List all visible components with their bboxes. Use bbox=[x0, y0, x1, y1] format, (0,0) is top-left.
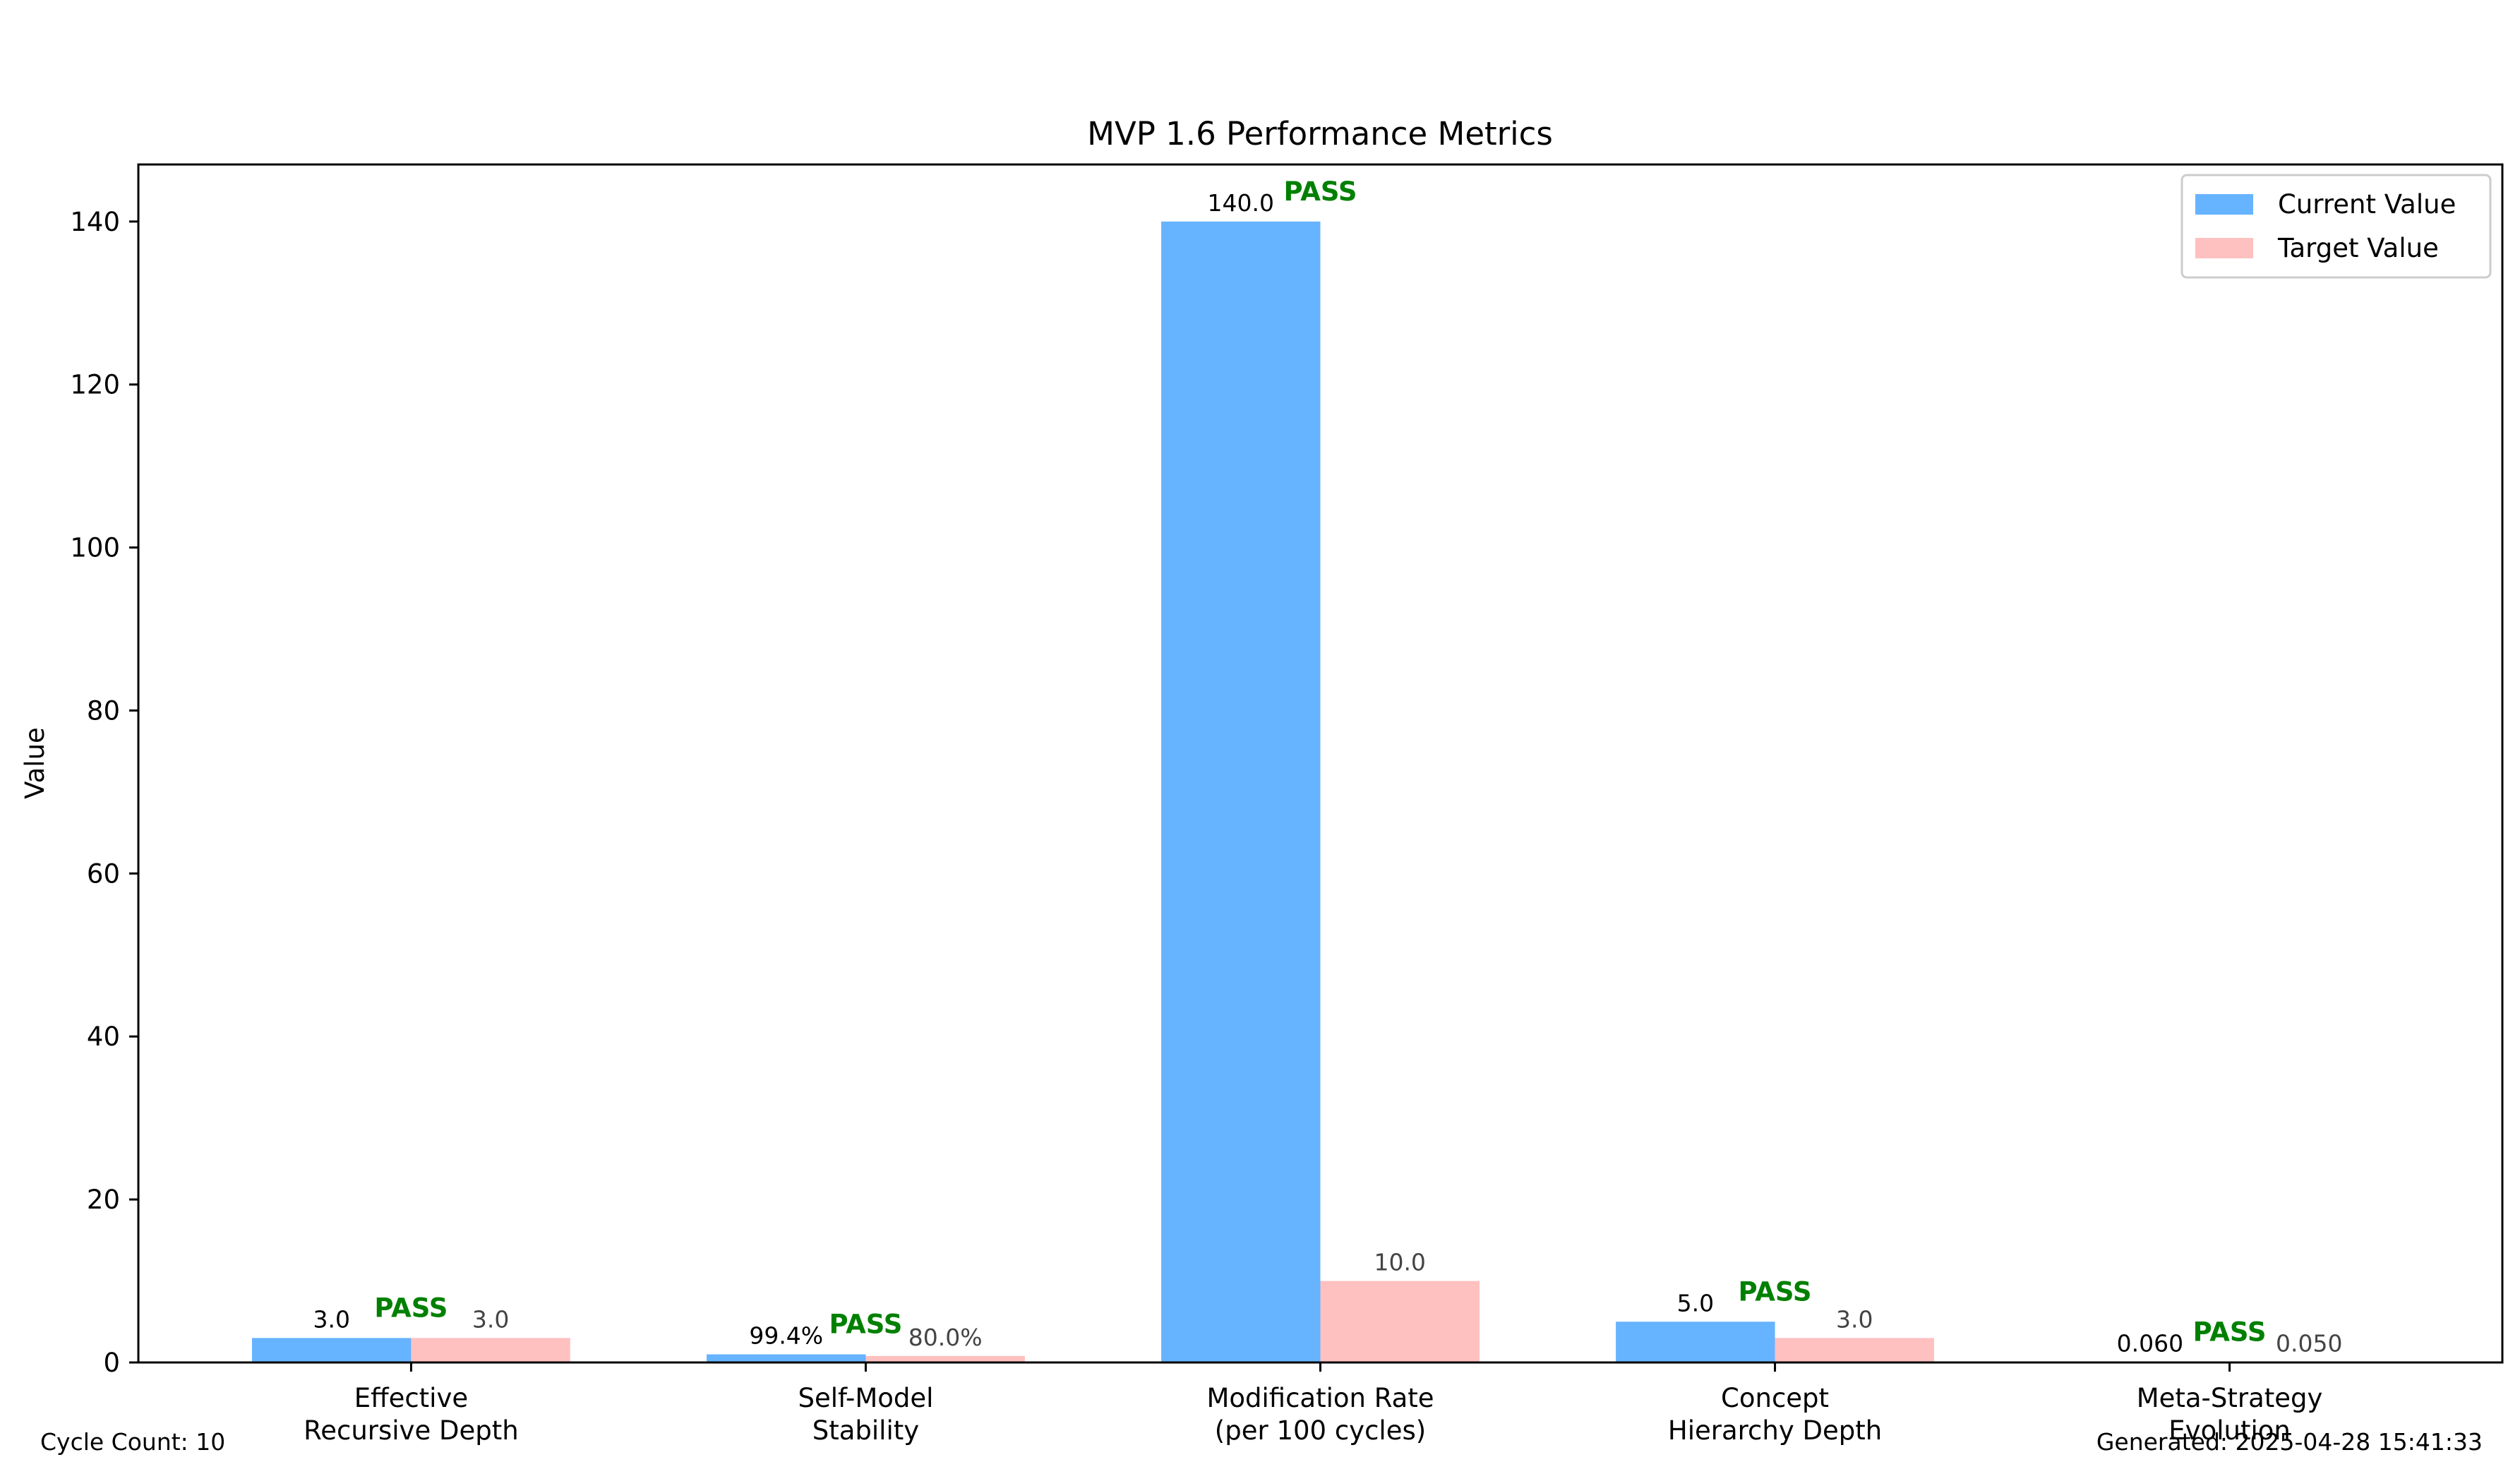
x-tick-label-4: Meta-Strategy Evolution bbox=[2137, 1383, 2323, 1446]
current-value-bar-0 bbox=[252, 1338, 412, 1362]
x-tick-label-3: Concept Hierarchy Depth bbox=[1668, 1383, 1882, 1446]
bars-layer bbox=[252, 221, 2389, 1362]
legend-label-target: Target Value bbox=[2277, 233, 2439, 263]
status-label-0: PASS bbox=[374, 1293, 448, 1323]
generated-timestamp: Generated: 2025-04-28 15:41:33 bbox=[2096, 1428, 2483, 1456]
target-value-label-3: 3.0 bbox=[1836, 1305, 1873, 1333]
legend: Current Value Target Value bbox=[2180, 174, 2492, 279]
current-value-label-2: 140.0 bbox=[1208, 189, 1274, 217]
status-label-2: PASS bbox=[1284, 176, 1357, 207]
x-tick-label-0: Effective Recursive Depth bbox=[304, 1383, 519, 1446]
legend-label-current: Current Value bbox=[2278, 189, 2456, 220]
legend-swatch-target bbox=[2195, 238, 2253, 258]
target-value-label-4: 0.050 bbox=[2276, 1329, 2342, 1357]
target-value-bar-2 bbox=[1320, 1281, 1480, 1362]
target-value-bar-0 bbox=[411, 1338, 570, 1362]
y-tick-label-7: 140 bbox=[70, 207, 120, 237]
current-value-label-1: 99.4% bbox=[749, 1322, 823, 1350]
legend-frame bbox=[2180, 174, 2492, 279]
y-axis-label: Value bbox=[20, 727, 50, 799]
y-tick-label-2: 40 bbox=[87, 1021, 120, 1052]
y-tick-label-3: 60 bbox=[87, 858, 120, 889]
target-value-label-1: 80.0% bbox=[908, 1324, 983, 1351]
target-value-bar-1 bbox=[865, 1355, 1025, 1362]
chart-title: MVP 1.6 Performance Metrics bbox=[1087, 115, 1553, 152]
y-axis: 0 20 40 60 80 100 120 140 bbox=[70, 207, 138, 1378]
current-value-label-4: 0.060 bbox=[2117, 1329, 2183, 1357]
y-tick-label-4: 80 bbox=[87, 695, 120, 726]
y-tick-label-6: 120 bbox=[70, 370, 120, 400]
x-tick-label-2: Modification Rate (per 100 cycles) bbox=[1206, 1383, 1434, 1446]
status-label-4: PASS bbox=[2193, 1317, 2267, 1347]
current-value-bar-2 bbox=[1161, 221, 1321, 1362]
current-value-bar-3 bbox=[1616, 1322, 1775, 1362]
cycle-count: Cycle Count: 10 bbox=[40, 1428, 225, 1456]
target-value-label-2: 10.0 bbox=[1374, 1249, 1425, 1276]
current-value-label-3: 5.0 bbox=[1677, 1289, 1714, 1317]
current-value-label-0: 3.0 bbox=[313, 1305, 349, 1333]
y-tick-label-0: 0 bbox=[103, 1348, 120, 1378]
x-axis: Effective Recursive Depth Self-Model Stabil… bbox=[304, 1362, 2322, 1446]
status-label-1: PASS bbox=[829, 1310, 902, 1340]
status-label-3: PASS bbox=[1739, 1276, 1812, 1307]
y-tick-label-5: 100 bbox=[70, 533, 120, 563]
current-value-bar-1 bbox=[707, 1354, 866, 1362]
x-tick-label-1: Self-Model Stability bbox=[798, 1383, 933, 1446]
data-labels: 3.0 99.4% 140.0 5.0 0.060 3.0 80.0% 10.0 3.0 0.05… bbox=[313, 176, 2342, 1358]
legend-swatch-current bbox=[2195, 194, 2253, 215]
target-value-bar-3 bbox=[1775, 1338, 1934, 1362]
y-tick-label-1: 20 bbox=[87, 1185, 120, 1215]
target-value-label-0: 3.0 bbox=[472, 1305, 509, 1333]
